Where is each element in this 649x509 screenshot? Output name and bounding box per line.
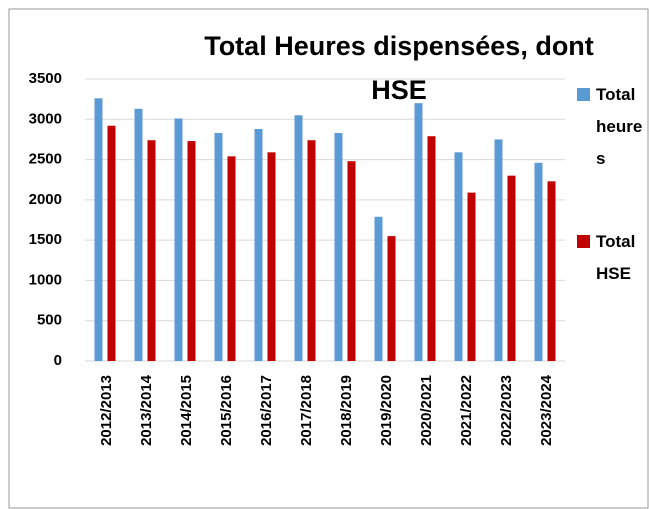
y-tick-label: 2000 (29, 191, 62, 208)
bar (294, 115, 303, 361)
bar (387, 236, 396, 361)
y-tick-label: 0 (54, 352, 62, 369)
legend-label: Total heures (596, 85, 643, 168)
x-tick-label: 2018/2019 (338, 375, 355, 446)
bar (534, 162, 543, 361)
bar (414, 103, 423, 362)
x-tick-label: 2019/2020 (378, 375, 395, 446)
chart-title: Total Heures dispensées, dont HSE (204, 31, 594, 105)
x-tick-label: 2014/2015 (178, 375, 195, 446)
bar (494, 139, 503, 361)
legend-swatch (577, 88, 590, 101)
bar (214, 132, 223, 361)
bar (307, 140, 316, 361)
y-tick-label: 1500 (29, 231, 62, 248)
bar (347, 161, 356, 361)
x-tick-label: 2017/2018 (298, 375, 315, 446)
bar (507, 175, 516, 361)
x-tick-label: 2012/2013 (98, 375, 115, 446)
x-tick-label: 2023/2024 (538, 374, 555, 446)
bar (174, 118, 183, 361)
legend-swatch (577, 235, 590, 248)
bar (187, 141, 196, 361)
y-tick-label: 500 (37, 312, 62, 329)
y-tick-label: 3000 (29, 110, 62, 127)
bar (427, 136, 436, 361)
x-tick-label: 2016/2017 (258, 375, 275, 446)
bar (467, 192, 476, 361)
bar (107, 125, 116, 361)
bar (134, 108, 143, 361)
chart-border (8, 8, 649, 509)
bar (254, 128, 263, 361)
bar (267, 152, 276, 361)
x-tick-label: 2013/2014 (138, 374, 155, 446)
y-tick-label: 3500 (29, 70, 62, 87)
bar (454, 152, 463, 361)
bar (334, 132, 343, 361)
bar (374, 216, 383, 361)
bar (547, 181, 556, 361)
y-tick-label: 2500 (29, 151, 62, 168)
bar (147, 140, 156, 361)
x-tick-label: 2015/2016 (218, 375, 235, 446)
bar (94, 98, 103, 361)
bar (227, 156, 236, 361)
x-tick-label: 2022/2023 (498, 375, 515, 446)
x-tick-label: 2021/2022 (458, 375, 475, 446)
x-tick-label: 2020/2021 (418, 375, 435, 446)
y-tick-label: 1000 (29, 271, 62, 288)
legend-label: Total HSE (596, 232, 636, 283)
